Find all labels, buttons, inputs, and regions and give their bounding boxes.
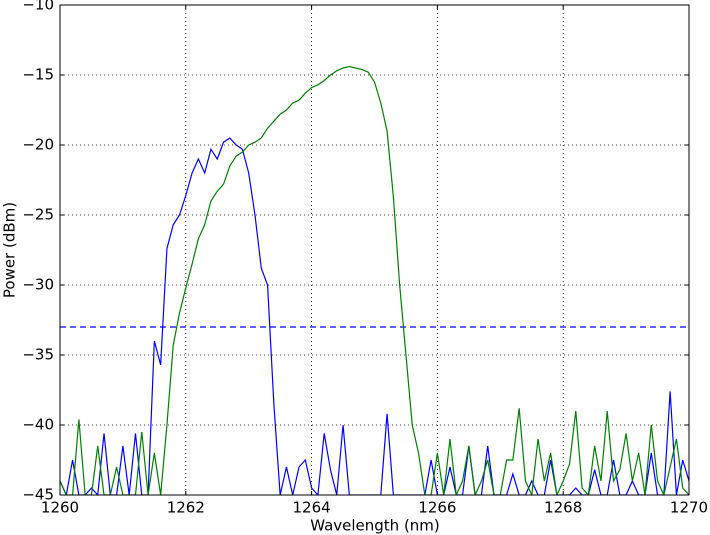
x-tick-label: 1266	[418, 499, 456, 517]
y-tick-label: −40	[22, 416, 54, 434]
y-tick-label: −45	[22, 486, 54, 504]
y-tick-label: −20	[22, 136, 54, 154]
x-tick-label: 1262	[167, 499, 205, 517]
x-tick-label: 1270	[670, 499, 708, 517]
x-tick-label: 1260	[41, 499, 79, 517]
x-axis-label: Wavelength (nm)	[310, 517, 440, 535]
y-tick-label: −35	[22, 346, 54, 364]
data-line	[60, 65, 689, 495]
y-tick-label: −30	[22, 276, 54, 294]
data-line	[60, 137, 689, 495]
x-tick-label: 1264	[293, 499, 331, 517]
plot-frame	[59, 4, 690, 496]
x-tick-label: 1268	[544, 499, 582, 517]
y-tick-label: −15	[22, 66, 54, 84]
y-axis-label: Power (dBm)	[1, 202, 19, 298]
plot-area	[60, 65, 689, 495]
y-tick-label: −25	[22, 206, 54, 224]
y-tick-label: −10	[22, 0, 54, 14]
